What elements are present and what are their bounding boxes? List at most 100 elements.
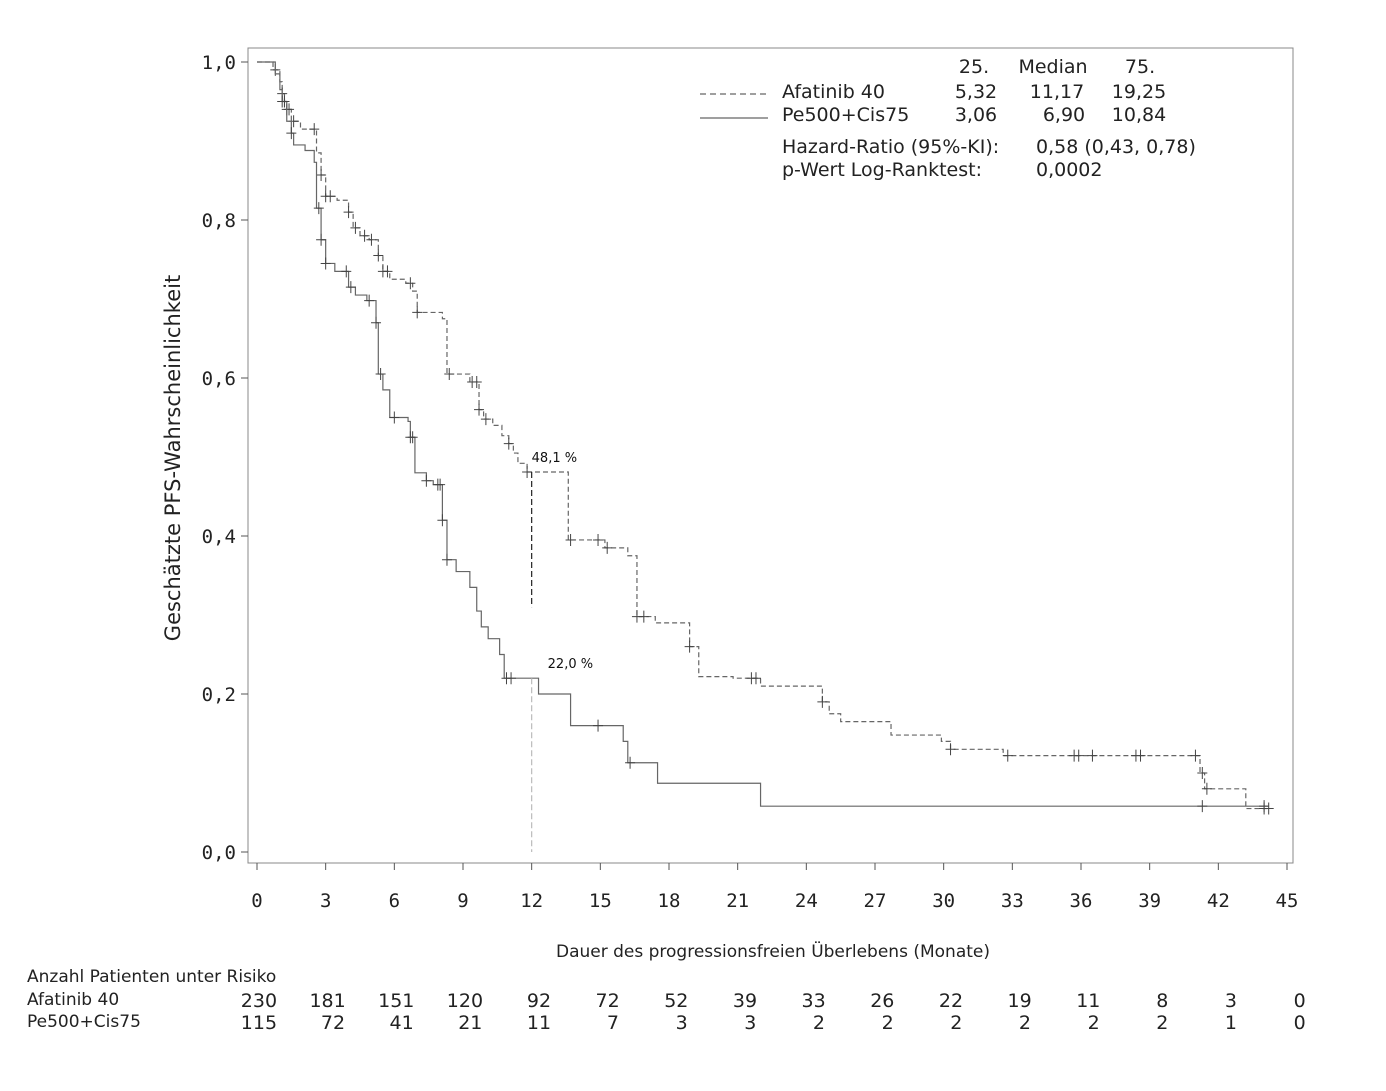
censor-mark-afatinib xyxy=(1135,749,1146,762)
censor-mark-pecis xyxy=(279,95,290,108)
risk-value: 3 xyxy=(675,1012,688,1034)
censor-mark-afatinib xyxy=(565,533,576,546)
plot-frame xyxy=(247,47,1294,864)
risk-value: 230 xyxy=(240,990,278,1012)
risk-value: 2 xyxy=(1018,1012,1032,1034)
x-tick-label: 12 xyxy=(520,890,543,912)
legend-hr-label: Hazard-Ratio (95%-KI): xyxy=(782,136,999,158)
legend-col-median: Median xyxy=(1018,56,1087,78)
x-tick-label: 18 xyxy=(658,890,681,912)
legend-col-q25: 25. xyxy=(959,56,989,78)
legend-col-q75: 75. xyxy=(1125,56,1155,78)
censor-mark-afatinib xyxy=(316,168,327,181)
risk-value: 72 xyxy=(595,990,620,1012)
censor-mark-afatinib xyxy=(1197,767,1208,779)
censor-mark-afatinib xyxy=(593,533,604,546)
censor-mark-afatinib xyxy=(444,368,455,381)
risk-value: 8 xyxy=(1156,990,1169,1012)
censor-mark-afatinib xyxy=(1190,749,1201,762)
censor-mark-pecis xyxy=(345,281,356,294)
censor-mark-afatinib xyxy=(284,103,295,116)
censor-mark-pecis xyxy=(313,202,324,215)
censor-mark-afatinib xyxy=(412,306,423,319)
axes: 0 3 6 9 12 15 18 21 24 27 30 33 36 39 42 450,00,20,40,6… xyxy=(202,52,1299,912)
censor-mark-afatinib xyxy=(325,190,336,203)
censor-mark-pecis xyxy=(437,514,448,527)
x-tick-label: 36 xyxy=(1070,890,1093,912)
censor-mark-afatinib xyxy=(1087,749,1098,762)
km-curve-pecis xyxy=(257,61,1269,807)
risk-row-label-pecis: Pe500+Cis75 xyxy=(27,1012,141,1032)
x-tick-label: 42 xyxy=(1207,890,1230,912)
annotation-label: 22,0 % xyxy=(548,657,593,672)
censor-mark-pecis xyxy=(1197,800,1208,813)
km-curve-afatinib xyxy=(257,61,1269,810)
censor-mark-afatinib xyxy=(359,229,370,242)
censor-mark-pecis xyxy=(364,294,375,307)
legend-name-pecis: Pe500+Cis75 xyxy=(782,104,909,126)
censor-mark-afatinib xyxy=(405,277,416,290)
y-tick-label: 0,6 xyxy=(202,368,236,390)
censor-mark-pecis xyxy=(389,411,400,424)
risk-value: 11 xyxy=(526,1012,552,1034)
risk-value: 22 xyxy=(938,990,964,1012)
x-tick-label: 21 xyxy=(726,890,749,912)
annotations: 48,1 % 22,0 % xyxy=(531,451,593,852)
legend-afatinib-median: 11,17 xyxy=(1030,81,1084,103)
x-tick-label: 3 xyxy=(320,890,331,912)
censor-mark-afatinib xyxy=(750,672,761,685)
censor-mark-afatinib xyxy=(522,466,533,479)
censor-mark-afatinib xyxy=(684,640,695,653)
censor-mark-pecis xyxy=(421,474,432,487)
risk-value: 33 xyxy=(801,990,826,1012)
censor-mark-pecis xyxy=(435,478,446,491)
censor-mark-pecis xyxy=(593,719,604,732)
x-tick-label: 45 xyxy=(1276,890,1299,912)
risk-value: 0 xyxy=(1293,990,1306,1012)
x-axis-label: Dauer des progressionsfreien Überlebens … xyxy=(556,940,990,962)
x-tick-label: 39 xyxy=(1138,890,1161,912)
censor-mark-afatinib xyxy=(817,695,828,708)
risk-value: 181 xyxy=(309,990,346,1012)
censor-mark-pecis xyxy=(371,316,382,329)
risk-value: 2 xyxy=(881,1012,894,1034)
censor-mark-afatinib xyxy=(945,743,956,756)
risk-row-label-afatinib: Afatinib 40 xyxy=(27,990,120,1010)
y-tick-label: 0,2 xyxy=(202,684,236,706)
risk-value: 2 xyxy=(812,1012,826,1034)
risk-value: 2 xyxy=(950,1012,963,1034)
x-tick-label: 15 xyxy=(589,890,612,912)
censor-mark-afatinib xyxy=(1002,749,1013,762)
risk-value: 2 xyxy=(1087,1012,1100,1034)
censor-mark-afatinib xyxy=(309,123,320,136)
risk-value: 2 xyxy=(1156,1012,1169,1034)
censor-mark-afatinib xyxy=(1263,802,1274,815)
censor-mark-pecis xyxy=(625,756,636,769)
legend-pecis-q75: 10,84 xyxy=(1112,104,1166,126)
censor-mark-afatinib xyxy=(1073,749,1084,762)
risk-value: 1 xyxy=(1224,1012,1238,1034)
legend-p-label: p-Wert Log-Ranktest: xyxy=(782,159,982,181)
y-tick-label: 0,0 xyxy=(202,842,236,864)
legend-afatinib-q75: 19,25 xyxy=(1112,81,1166,103)
censor-mark-afatinib xyxy=(366,233,377,246)
censor-mark-pecis xyxy=(341,265,352,278)
censor-mark-pecis xyxy=(441,553,452,566)
risk-value: 0 xyxy=(1293,1012,1306,1034)
risk-value: 7 xyxy=(606,1012,620,1034)
censor-mark-pecis xyxy=(316,233,327,246)
legend-pecis-median: 6,90 xyxy=(1043,104,1085,126)
censor-mark-afatinib xyxy=(343,206,354,219)
censor-mark-pecis xyxy=(407,431,418,444)
censor-mark-afatinib xyxy=(480,413,491,426)
risk-value: 151 xyxy=(378,990,415,1012)
censor-mark-afatinib xyxy=(350,221,361,234)
x-tick-label: 24 xyxy=(795,890,818,912)
risk-value: 19 xyxy=(1007,990,1032,1012)
y-tick-label: 0,8 xyxy=(202,210,236,232)
risk-value: 72 xyxy=(320,1012,346,1034)
censor-mark-pecis xyxy=(286,127,297,140)
y-tick-label: 1,0 xyxy=(202,52,236,74)
censor-mark-pecis xyxy=(320,257,331,270)
